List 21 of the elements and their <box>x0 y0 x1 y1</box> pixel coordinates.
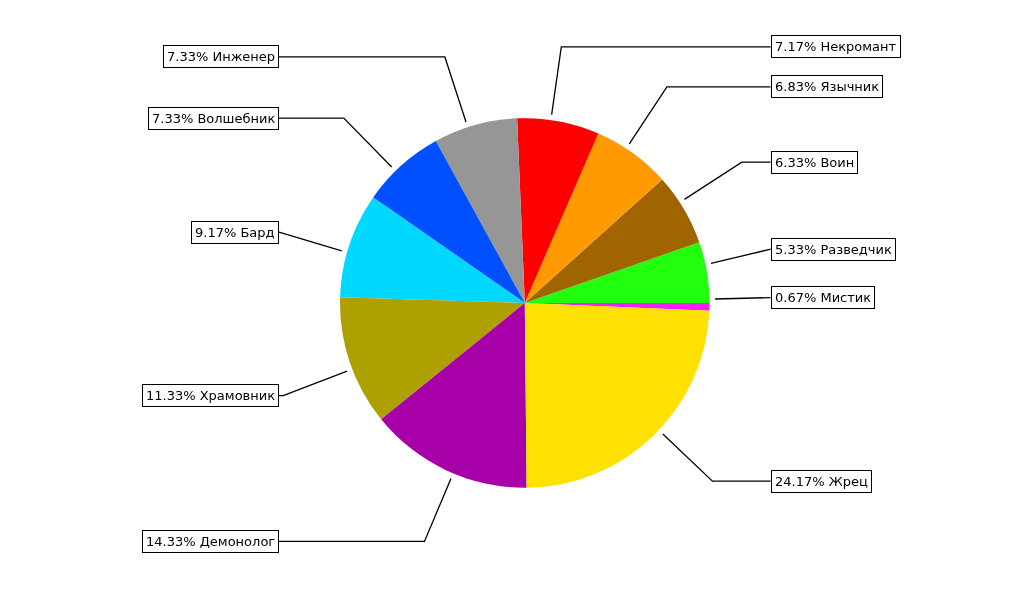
pie-slice <box>340 297 525 420</box>
pie-slice <box>373 141 525 303</box>
pie-slice <box>381 303 527 488</box>
slice-label: 0.67% Мистик <box>775 290 872 305</box>
slice-label: 14.33% Демонолог <box>146 534 276 549</box>
pie-slice <box>524 179 700 303</box>
pie-slice <box>524 133 663 303</box>
pie-slice <box>524 242 710 303</box>
pie-slice <box>340 197 525 303</box>
slice-label: 24.17% Жрец <box>775 474 868 489</box>
pie-slice <box>517 118 599 303</box>
slice-label: 11.33% Храмовник <box>146 388 276 403</box>
slice-label: 9.17% Бард <box>195 225 275 240</box>
slice-label: 6.83% Язычник <box>775 79 880 94</box>
pie-slice <box>524 303 710 488</box>
slice-label: 5.33% Разведчик <box>775 242 892 257</box>
slice-label: 7.33% Инженер <box>167 49 276 64</box>
slice-label: 7.33% Волшебник <box>152 111 276 126</box>
slice-label: 7.17% Некромант <box>775 39 897 54</box>
pie-slice <box>435 118 525 303</box>
slice-label: 6.33% Воин <box>775 155 855 170</box>
